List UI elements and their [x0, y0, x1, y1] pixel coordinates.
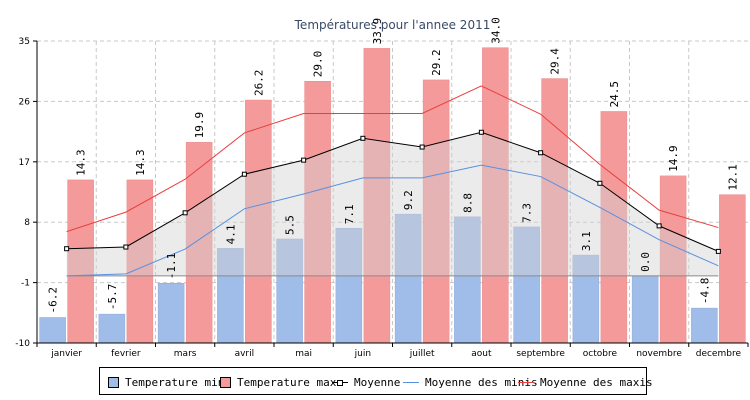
marker-moyenne	[656, 223, 662, 229]
bar-temperature-max	[363, 48, 391, 344]
x-tick-label: decembre	[696, 349, 742, 359]
x-tick-label: juillet	[409, 349, 435, 359]
legend-label-temperature-max: Temperature max	[237, 375, 337, 389]
label-temperature-max: 29.4	[549, 48, 562, 75]
x-tick-label: mars	[174, 349, 197, 359]
x-tick-label: novembre	[636, 349, 682, 359]
label-temperature-min: 7.1	[343, 204, 356, 224]
bar-temperature-min	[631, 275, 659, 344]
label-temperature-min: -1.1	[165, 253, 178, 280]
label-temperature-min: 4.1	[224, 224, 237, 244]
marker-moyenne	[419, 144, 425, 150]
legend-swatch-temperature-min	[108, 376, 119, 388]
legend-swatch-moyenne	[332, 377, 348, 388]
bar-temperature-min	[335, 227, 363, 344]
marker-moyenne	[123, 244, 129, 250]
bar-temperature-min	[276, 238, 303, 344]
x-tick-label: septembre	[516, 349, 565, 359]
y-tick-label: 26	[19, 97, 31, 107]
label-temperature-max: 26.2	[252, 70, 265, 97]
label-temperature-min: 7.3	[521, 203, 534, 223]
bar-temperature-min	[39, 317, 66, 344]
legend-item-temperature-max: Temperature max	[220, 375, 336, 389]
bar-temperature-max	[422, 79, 450, 344]
chart-title: Températures pour l'annee 2011	[294, 18, 491, 32]
label-temperature-max: 24.5	[608, 81, 621, 108]
legend-swatch-moyenne-des-minis	[403, 377, 419, 388]
marker-moyenne	[538, 150, 544, 156]
label-temperature-max: 14.3	[75, 149, 88, 176]
y-tick-label: -10	[15, 339, 30, 349]
x-tick-label: mai	[295, 349, 312, 359]
legend: Temperature min Temperature max Moyenne …	[99, 367, 653, 395]
bar-temperature-min	[157, 283, 185, 344]
legend-item-moyenne-des-minis: Moyenne des minis	[403, 375, 538, 389]
x-tick-label: avril	[235, 349, 255, 359]
x-tick-label: octobre	[583, 349, 618, 359]
label-temperature-max: 29.0	[312, 51, 325, 78]
marker-moyenne	[301, 157, 307, 163]
bar-temperature-max	[719, 194, 746, 344]
marker-moyenne	[478, 129, 484, 135]
label-temperature-min: 3.1	[580, 231, 593, 251]
legend-swatch-moyenne-des-maxis	[518, 377, 534, 388]
marker-moyenne	[241, 171, 247, 177]
legend-label-moyenne-des-minis: Moyenne des minis	[425, 375, 538, 389]
legend-item-moyenne: Moyenne	[332, 375, 400, 389]
label-temperature-min: 8.8	[461, 193, 474, 213]
bar-temperature-max	[304, 81, 331, 344]
y-tick-label: 17	[19, 158, 30, 168]
line-moyenne-des-maxis	[66, 85, 719, 233]
y-tick-label: 35	[19, 37, 30, 47]
bar-temperature-max	[541, 78, 568, 344]
label-temperature-max: 12.1	[726, 164, 739, 191]
label-temperature-min: -4.8	[698, 278, 711, 305]
line-moyenne	[66, 131, 719, 252]
moyenne-area	[66, 132, 719, 276]
line-moyenne-des-minis	[66, 164, 719, 277]
y-tick-label: -1	[21, 279, 30, 289]
label-temperature-min: -6.2	[47, 287, 60, 314]
marker-moyenne	[182, 210, 188, 216]
label-temperature-min: -5.7	[106, 284, 119, 311]
label-temperature-max: 34.0	[489, 17, 502, 44]
label-temperature-min: 5.5	[284, 215, 297, 235]
legend-swatch-temperature-max	[220, 376, 231, 388]
legend-label-temperature-min: Temperature min	[125, 375, 225, 389]
bar-temperature-min	[691, 307, 718, 344]
marker-moyenne	[360, 135, 366, 141]
label-temperature-max: 14.3	[134, 149, 147, 176]
legend-item-temperature-min: Temperature min	[108, 375, 224, 389]
y-tick-label: 8	[24, 218, 30, 228]
bar-temperature-max	[67, 179, 94, 344]
x-tick-label: juin	[354, 349, 371, 359]
label-temperature-max: 14.9	[667, 145, 680, 172]
legend-item-moyenne-des-maxis: Moyenne des maxis	[518, 375, 653, 389]
label-temperature-min: 9.2	[402, 190, 415, 210]
label-temperature-max: 19.9	[193, 112, 206, 139]
label-temperature-max: 33.9	[371, 18, 384, 45]
label-temperature-max: 29.2	[430, 49, 443, 76]
marker-moyenne	[64, 246, 70, 252]
legend-label-moyenne-des-maxis: Moyenne des maxis	[540, 375, 653, 389]
label-temperature-min: 0.0	[639, 252, 652, 272]
bar-temperature-min	[572, 254, 600, 344]
bar-temperature-max	[600, 111, 628, 344]
x-tick-label: fevrier	[111, 349, 141, 359]
marker-moyenne	[715, 248, 721, 254]
x-tick-label: aout	[471, 349, 492, 359]
bar-temperature-max	[185, 142, 213, 344]
x-tick-label: janvier	[50, 349, 82, 359]
bar-temperature-min	[394, 213, 422, 344]
bar-temperature-max	[126, 179, 154, 344]
legend-label-moyenne: Moyenne	[354, 375, 401, 389]
marker-moyenne	[597, 180, 603, 186]
bar-temperature-min	[98, 313, 126, 344]
bar-temperature-max	[659, 175, 687, 344]
